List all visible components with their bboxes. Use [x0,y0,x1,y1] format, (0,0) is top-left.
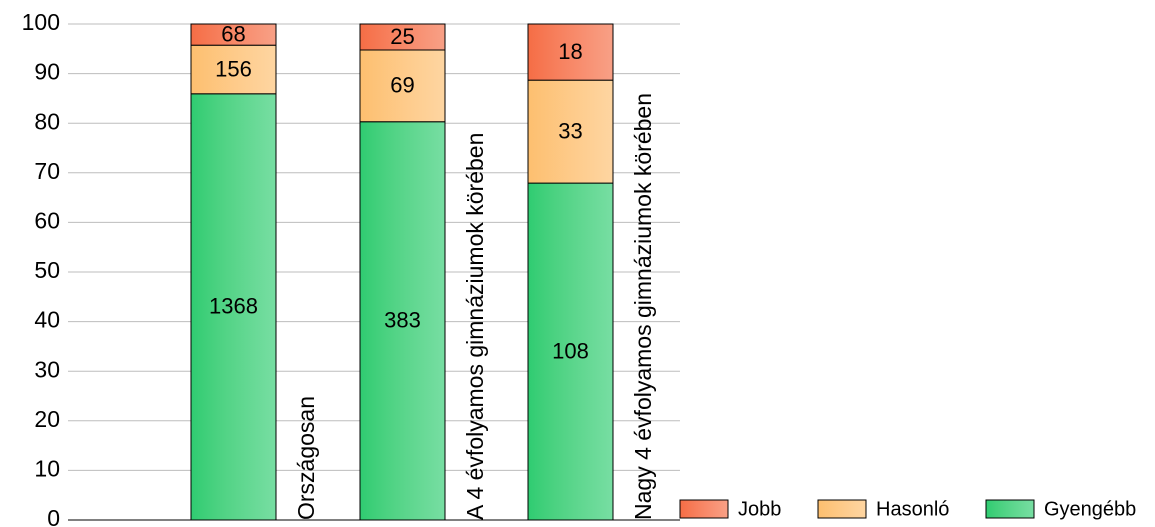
bar-segment [190,93,277,521]
bar-segment [359,23,446,51]
y-tick-label: 40 [34,307,60,333]
legend-swatch [679,499,729,519]
data-label: 108 [552,338,589,363]
bar-segment [359,49,446,123]
bar-segment [527,182,614,521]
data-label: 69 [390,73,414,98]
y-tick-label: 30 [34,356,60,382]
legend-label: Jobb [738,498,781,520]
legend-label: Gyengébb [1044,498,1136,520]
y-tick-label: 100 [22,9,60,35]
data-label: 68 [221,21,245,46]
data-label: 156 [215,56,252,81]
y-tick-label: 20 [34,406,60,432]
legend-swatch [985,499,1035,519]
x-tick-label: Országosan [293,395,319,520]
y-tick-label: 70 [34,158,60,184]
y-tick-label: 0 [47,505,60,527]
legend-swatch [817,499,867,519]
legend-label: Hasonló [876,498,949,520]
y-tick-label: 50 [34,257,60,283]
data-label: 33 [558,118,582,143]
bar-segment [359,121,446,521]
data-label: 18 [558,39,582,64]
y-tick-label: 10 [34,455,60,481]
data-label: 383 [384,308,421,333]
bar-segment [527,23,614,81]
y-tick-label: 60 [34,207,60,233]
x-tick-label: Nagy 4 évfolyamos gimnáziumok körében [630,93,656,520]
y-tick-label: 90 [34,59,60,85]
x-tick-label: A 4 évfolyamos gimnáziumok körében [462,132,488,520]
data-label: 1368 [209,294,258,319]
data-label: 25 [390,24,414,49]
y-tick-label: 80 [34,108,60,134]
bar-segment [190,23,277,46]
